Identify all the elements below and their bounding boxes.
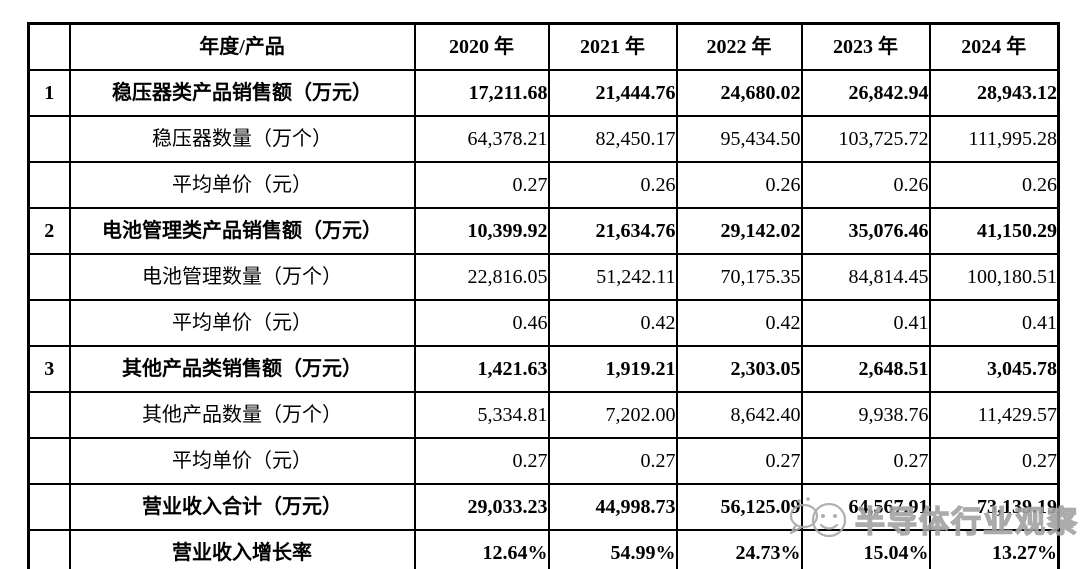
table-row-regulator-unit-price: 平均单价（元） 0.27 0.26 0.26 0.26 0.26 xyxy=(27,161,1060,209)
value-2024: 100,180.51 xyxy=(928,253,1060,301)
value-2021: 44,998.73 xyxy=(547,483,678,531)
row-label: 营业收入增长率 xyxy=(68,529,416,569)
row-label: 稳压器数量（万个） xyxy=(68,115,416,163)
table-row-battery-quantity: 电池管理数量（万个） 22,816.05 51,242.11 70,175.35… xyxy=(27,253,1060,301)
value-2020: 0.27 xyxy=(413,161,550,209)
value-2021: 0.26 xyxy=(547,161,678,209)
row-label: 其他产品类销售额（万元） xyxy=(68,345,416,393)
table-row-other-quantity: 其他产品数量（万个） 5,334.81 7,202.00 8,642.40 9,… xyxy=(27,391,1060,439)
value-2020: 17,211.68 xyxy=(413,69,550,117)
row-index xyxy=(27,299,71,347)
row-label: 营业收入合计（万元） xyxy=(68,483,416,531)
value-2022: 70,175.35 xyxy=(675,253,803,301)
value-2021: 1,919.21 xyxy=(547,345,678,393)
value-2024: 0.26 xyxy=(928,161,1060,209)
row-index xyxy=(27,391,71,439)
row-index xyxy=(27,529,71,569)
value-2024: 41,150.29 xyxy=(928,207,1060,255)
table-header-row: 年度/产品 2020 年 2021 年 2022 年 2023 年 2024 年 xyxy=(27,22,1060,71)
row-label: 其他产品数量（万个） xyxy=(68,391,416,439)
value-2023: 0.41 xyxy=(800,299,931,347)
value-2022: 0.27 xyxy=(675,437,803,485)
value-2020: 0.46 xyxy=(413,299,550,347)
value-2024: 73,139.19 xyxy=(928,483,1060,531)
value-2022: 24,680.02 xyxy=(675,69,803,117)
value-2020: 10,399.92 xyxy=(413,207,550,255)
row-index: 3 xyxy=(27,345,71,393)
table-row-other-sales: 3 其他产品类销售额（万元） 1,421.63 1,919.21 2,303.0… xyxy=(27,345,1060,393)
table-row-regulator-sales: 1 稳压器类产品销售额（万元） 17,211.68 21,444.76 24,6… xyxy=(27,69,1060,117)
value-2024: 28,943.12 xyxy=(928,69,1060,117)
header-product-cell: 年度/产品 xyxy=(68,22,416,71)
value-2023: 84,814.45 xyxy=(800,253,931,301)
table-row-battery-sales: 2 电池管理类产品销售额（万元） 10,399.92 21,634.76 29,… xyxy=(27,207,1060,255)
value-2023: 35,076.46 xyxy=(800,207,931,255)
value-2023: 9,938.76 xyxy=(800,391,931,439)
row-label: 电池管理类产品销售额（万元） xyxy=(68,207,416,255)
table-row-battery-unit-price: 平均单价（元） 0.46 0.42 0.42 0.41 0.41 xyxy=(27,299,1060,347)
row-index xyxy=(27,437,71,485)
value-2023: 103,725.72 xyxy=(800,115,931,163)
value-2020: 22,816.05 xyxy=(413,253,550,301)
revenue-by-product-table: 年度/产品 2020 年 2021 年 2022 年 2023 年 2024 年… xyxy=(27,22,1060,569)
header-year-2020: 2020 年 xyxy=(413,22,550,71)
value-2021: 0.42 xyxy=(547,299,678,347)
table-row-total-revenue: 营业收入合计（万元） 29,033.23 44,998.73 56,125.09… xyxy=(27,483,1060,531)
value-2022: 2,303.05 xyxy=(675,345,803,393)
value-2022: 95,434.50 xyxy=(675,115,803,163)
value-2021: 54.99% xyxy=(547,529,678,569)
value-2020: 0.27 xyxy=(413,437,550,485)
value-2024: 111,995.28 xyxy=(928,115,1060,163)
value-2022: 29,142.02 xyxy=(675,207,803,255)
row-index: 2 xyxy=(27,207,71,255)
value-2024: 13.27% xyxy=(928,529,1060,569)
value-2022: 0.26 xyxy=(675,161,803,209)
row-label: 平均单价（元） xyxy=(68,161,416,209)
row-index xyxy=(27,115,71,163)
header-year-2021: 2021 年 xyxy=(547,22,678,71)
value-2024: 0.41 xyxy=(928,299,1060,347)
value-2021: 7,202.00 xyxy=(547,391,678,439)
value-2020: 12.64% xyxy=(413,529,550,569)
value-2022: 0.42 xyxy=(675,299,803,347)
value-2021: 21,444.76 xyxy=(547,69,678,117)
row-label: 平均单价（元） xyxy=(68,437,416,485)
row-index xyxy=(27,253,71,301)
table-row-regulator-quantity: 稳压器数量（万个） 64,378.21 82,450.17 95,434.50 … xyxy=(27,115,1060,163)
header-year-2023: 2023 年 xyxy=(800,22,931,71)
value-2021: 0.27 xyxy=(547,437,678,485)
table-row-other-unit-price: 平均单价（元） 0.27 0.27 0.27 0.27 0.27 xyxy=(27,437,1060,485)
value-2024: 11,429.57 xyxy=(928,391,1060,439)
row-index xyxy=(27,483,71,531)
value-2023: 0.26 xyxy=(800,161,931,209)
value-2023: 26,842.94 xyxy=(800,69,931,117)
value-2023: 64,567.91 xyxy=(800,483,931,531)
value-2022: 56,125.09 xyxy=(675,483,803,531)
value-2024: 3,045.78 xyxy=(928,345,1060,393)
row-label: 稳压器类产品销售额（万元） xyxy=(68,69,416,117)
value-2021: 51,242.11 xyxy=(547,253,678,301)
value-2020: 64,378.21 xyxy=(413,115,550,163)
value-2020: 5,334.81 xyxy=(413,391,550,439)
value-2022: 8,642.40 xyxy=(675,391,803,439)
value-2020: 29,033.23 xyxy=(413,483,550,531)
value-2021: 82,450.17 xyxy=(547,115,678,163)
row-index xyxy=(27,161,71,209)
value-2023: 2,648.51 xyxy=(800,345,931,393)
value-2024: 0.27 xyxy=(928,437,1060,485)
value-2022: 24.73% xyxy=(675,529,803,569)
value-2023: 15.04% xyxy=(800,529,931,569)
header-year-2022: 2022 年 xyxy=(675,22,803,71)
row-label: 平均单价（元） xyxy=(68,299,416,347)
table-row-revenue-growth-rate: 营业收入增长率 12.64% 54.99% 24.73% 15.04% 13.2… xyxy=(27,529,1060,569)
row-label: 电池管理数量（万个） xyxy=(68,253,416,301)
value-2021: 21,634.76 xyxy=(547,207,678,255)
value-2020: 1,421.63 xyxy=(413,345,550,393)
header-year-2024: 2024 年 xyxy=(928,22,1060,71)
header-index-cell xyxy=(27,22,71,71)
row-index: 1 xyxy=(27,69,71,117)
value-2023: 0.27 xyxy=(800,437,931,485)
